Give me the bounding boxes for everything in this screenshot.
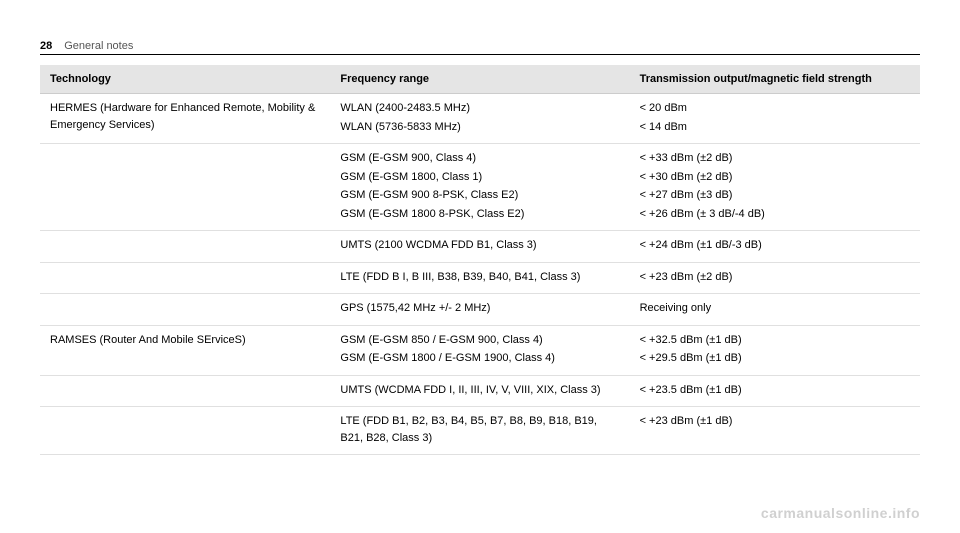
freq-line: WLAN (5736-5833 MHz) xyxy=(340,119,619,136)
freq-line: GSM (E-GSM 900 8-PSK, Class E2) xyxy=(340,187,619,204)
cell-frequency: GPS (1575,42 MHz +/- 2 MHz) xyxy=(330,294,629,326)
section-title: General notes xyxy=(64,40,133,52)
cell-frequency: UMTS (2100 WCDMA FDD B1, Class 3) xyxy=(330,231,629,263)
table-row: RAMSES (Router And Mobile SErviceS)GSM (… xyxy=(40,325,920,375)
cell-technology: HERMES (Hardware for Enhanced Remote, Mo… xyxy=(40,94,330,144)
cell-frequency: LTE (FDD B I, B III, B38, B39, B40, B41,… xyxy=(330,262,629,294)
cell-transmission: < +32.5 dBm (±1 dB)< +29.5 dBm (±1 dB) xyxy=(630,325,920,375)
cell-transmission: < +33 dBm (±2 dB) < +30 dBm (±2 dB)< +27 … xyxy=(630,144,920,231)
trans-line: < 14 dBm xyxy=(640,119,910,136)
table-row: GSM (E-GSM 900, Class 4) GSM (E-GSM 1800,… xyxy=(40,144,920,231)
freq-line: LTE (FDD B I, B III, B38, B39, B40, B41,… xyxy=(340,269,619,286)
cell-transmission: < 20 dBm < 14 dBm xyxy=(630,94,920,144)
cell-frequency: GSM (E-GSM 900, Class 4) GSM (E-GSM 1800,… xyxy=(330,144,629,231)
cell-technology xyxy=(40,231,330,263)
col-header-transmission: Transmission output/magnetic field stren… xyxy=(630,65,920,94)
cell-technology xyxy=(40,375,330,407)
trans-line: < +23 dBm (±1 dB) xyxy=(640,413,910,430)
freq-line: WLAN (2400-2483.5 MHz) xyxy=(340,100,619,117)
trans-line: < +30 dBm (±2 dB) xyxy=(640,169,910,186)
col-header-technology: Technology xyxy=(40,65,330,94)
cell-transmission: < +23 dBm (±2 dB) xyxy=(630,262,920,294)
table-header-row: Technology Frequency range Transmission … xyxy=(40,65,920,94)
cell-technology xyxy=(40,262,330,294)
trans-line: < 20 dBm xyxy=(640,100,910,117)
cell-transmission: Receiving only xyxy=(630,294,920,326)
freq-line: GSM (E-GSM 850 / E-GSM 900, Class 4) xyxy=(340,332,619,349)
trans-line: < +23 dBm (±2 dB) xyxy=(640,269,910,286)
trans-line: < +32.5 dBm (±1 dB) xyxy=(640,332,910,349)
cell-technology xyxy=(40,144,330,231)
trans-line: Receiving only xyxy=(640,300,910,317)
freq-line: UMTS (WCDMA FDD I, II, III, IV, V, VIII,… xyxy=(340,382,619,399)
table-row: LTE (FDD B1, B2, B3, B4, B5, B7, B8, B9,… xyxy=(40,407,920,455)
col-header-frequency: Frequency range xyxy=(330,65,629,94)
cell-frequency: WLAN (2400-2483.5 MHz) WLAN (5736-5833 MH… xyxy=(330,94,629,144)
trans-line: < +24 dBm (±1 dB/-3 dB) xyxy=(640,237,910,254)
table-row: HERMES (Hardware for Enhanced Remote, Mo… xyxy=(40,94,920,144)
freq-line: UMTS (2100 WCDMA FDD B1, Class 3) xyxy=(340,237,619,254)
table-row: UMTS (2100 WCDMA FDD B1, Class 3) < +24 d… xyxy=(40,231,920,263)
watermark: carmanualsonline.info xyxy=(761,505,920,521)
table-row: LTE (FDD B I, B III, B38, B39, B40, B41,… xyxy=(40,262,920,294)
freq-line: GSM (E-GSM 1800 8-PSK, Class E2) xyxy=(340,206,619,223)
page-number: 28 xyxy=(40,40,52,52)
trans-line: < +23.5 dBm (±1 dB) xyxy=(640,382,910,399)
freq-line: GSM (E-GSM 900, Class 4) xyxy=(340,150,619,167)
cell-frequency: UMTS (WCDMA FDD I, II, III, IV, V, VIII,… xyxy=(330,375,629,407)
table-row: UMTS (WCDMA FDD I, II, III, IV, V, VIII,… xyxy=(40,375,920,407)
cell-technology xyxy=(40,407,330,455)
cell-frequency: LTE (FDD B1, B2, B3, B4, B5, B7, B8, B9,… xyxy=(330,407,629,455)
cell-technology xyxy=(40,294,330,326)
trans-line: < +29.5 dBm (±1 dB) xyxy=(640,350,910,367)
table-row: GPS (1575,42 MHz +/- 2 MHz) Receiving onl… xyxy=(40,294,920,326)
cell-technology: RAMSES (Router And Mobile SErviceS) xyxy=(40,325,330,375)
trans-line: < +27 dBm (±3 dB) xyxy=(640,187,910,204)
cell-frequency: GSM (E-GSM 850 / E-GSM 900, Class 4)GSM … xyxy=(330,325,629,375)
freq-line: GSM (E-GSM 1800, Class 1) xyxy=(340,169,619,186)
trans-line: < +33 dBm (±2 dB) xyxy=(640,150,910,167)
spec-table: Technology Frequency range Transmission … xyxy=(40,65,920,455)
cell-transmission: < +23.5 dBm (±1 dB) xyxy=(630,375,920,407)
trans-line: < +26 dBm (± 3 dB/-4 dB) xyxy=(640,206,910,223)
freq-line: GSM (E-GSM 1800 / E-GSM 1900, Class 4) xyxy=(340,350,619,367)
cell-transmission: < +24 dBm (±1 dB/-3 dB) xyxy=(630,231,920,263)
freq-line: LTE (FDD B1, B2, B3, B4, B5, B7, B8, B9,… xyxy=(340,413,619,446)
freq-line: GPS (1575,42 MHz +/- 2 MHz) xyxy=(340,300,619,317)
page-header: 28 General notes xyxy=(40,40,920,55)
cell-transmission: < +23 dBm (±1 dB) xyxy=(630,407,920,455)
